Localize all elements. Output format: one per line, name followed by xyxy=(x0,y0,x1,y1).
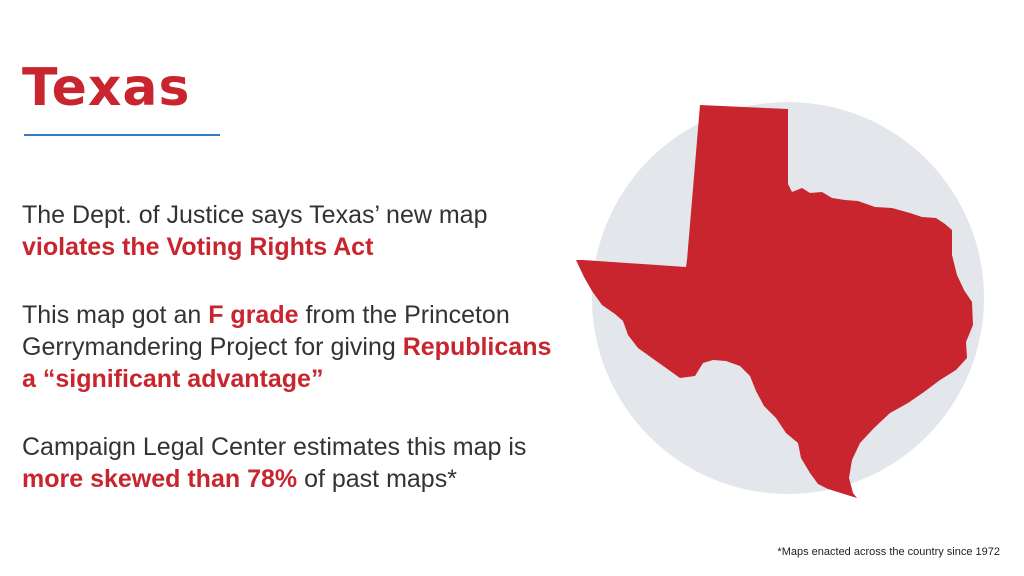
paragraph-doj: The Dept. of Justice says Texas’ new map… xyxy=(22,199,567,263)
title-underline xyxy=(24,134,220,136)
paragraph-clc-text: Campaign Legal Center estimates this map… xyxy=(22,433,527,461)
highlight-skewed-78: more skewed than 78% xyxy=(22,465,298,493)
texas-map xyxy=(560,80,1000,520)
paragraph-clc: Campaign Legal Center estimates this map… xyxy=(22,431,567,495)
footnote: *Maps enacted across the country since 1… xyxy=(777,546,1000,558)
highlight-f-grade: F grade xyxy=(208,301,299,329)
paragraph-princeton-middle: from the Princeton Gerrymandering Projec… xyxy=(22,301,510,361)
paragraph-princeton: This map got an F grade from the Princet… xyxy=(22,299,567,395)
paragraph-clc-tail: of past maps* xyxy=(297,465,457,493)
page-title: Texas xyxy=(22,58,191,118)
highlight-republicans-advantage: Republicans a “significant advantage” xyxy=(22,333,552,393)
highlight-voting-rights: violates the Voting Rights Act xyxy=(22,233,374,261)
body-text: The Dept. of Justice says Texas’ new map… xyxy=(22,199,567,531)
paragraph-princeton-text: This map got an xyxy=(22,301,209,329)
texas-shape xyxy=(576,105,973,498)
paragraph-doj-text: The Dept. of Justice says Texas’ new map xyxy=(22,201,488,229)
texas-map-graphic xyxy=(576,102,984,498)
